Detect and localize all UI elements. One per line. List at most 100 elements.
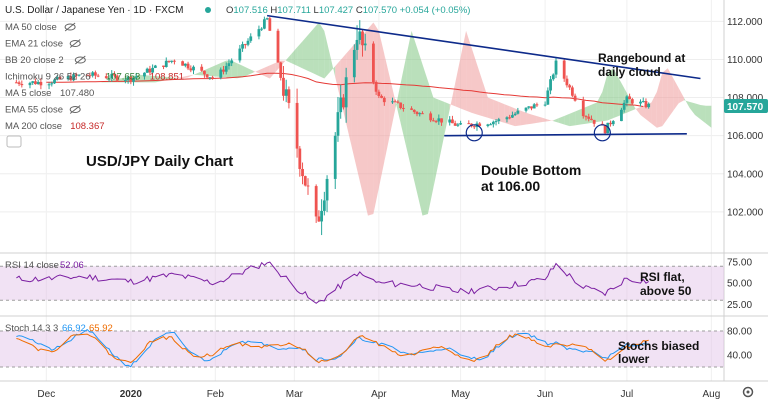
cloud-segment — [455, 57, 461, 109]
ichimoku-cloud — [100, 22, 712, 216]
candle-body — [568, 85, 572, 88]
cloud-segment — [313, 22, 319, 76]
candle-body — [66, 76, 70, 80]
candle-body — [527, 106, 531, 108]
cloud-segment — [406, 30, 412, 170]
candle-body — [227, 63, 231, 67]
rsi-label: RSI 14 close — [5, 260, 59, 271]
candle-body — [143, 72, 146, 77]
price-tick-label: 110.000 — [727, 55, 763, 66]
candle-body — [301, 168, 304, 177]
candle-body — [641, 101, 645, 103]
cloud-segment — [433, 97, 439, 188]
candle-body — [486, 124, 490, 127]
candle-body — [322, 200, 326, 211]
candle-body — [361, 31, 364, 46]
candle-body — [396, 101, 400, 103]
candle-body — [200, 66, 204, 71]
cloud-segment — [602, 72, 608, 122]
legend-item-label: MA 200 close — [5, 121, 62, 132]
candle-body — [320, 210, 324, 222]
candle-body — [189, 68, 193, 71]
cloud-segment — [248, 68, 254, 75]
stoch-label: Stoch 14 3 3 — [5, 323, 58, 334]
candle-body — [230, 60, 234, 64]
candle-body — [148, 68, 152, 73]
legend-item-value: 108.367 — [70, 121, 104, 132]
candle-body — [606, 122, 610, 134]
cloud-segment — [564, 113, 570, 127]
cloud-segment — [466, 30, 472, 113]
cloud-segment — [427, 80, 434, 215]
candle-body — [69, 76, 73, 81]
candle-body — [508, 117, 512, 119]
candle-body — [513, 113, 517, 116]
stoch-note-line1: Stochs biased — [618, 339, 699, 353]
candle-body — [431, 120, 435, 122]
time-tick-label: Feb — [207, 389, 225, 400]
price-tick-label: 106.000 — [727, 131, 764, 142]
candle-body — [104, 76, 108, 79]
candle-body — [28, 82, 32, 86]
candle-body — [440, 118, 443, 123]
legend-item-label: MA 50 close — [5, 22, 57, 33]
cloud-segment — [307, 28, 314, 74]
candle-body — [399, 102, 403, 108]
candle-body — [192, 66, 195, 71]
candle-body — [429, 113, 433, 121]
double-bottom-note-line1: Double Bottom — [481, 162, 581, 178]
cloud-segment — [318, 22, 325, 79]
candle-body — [622, 102, 626, 110]
cloud-segment — [493, 99, 499, 122]
candle-body — [377, 91, 381, 96]
legend-collapse-button[interactable] — [6, 135, 22, 148]
cloud-segment — [378, 30, 385, 188]
candle-body — [110, 73, 114, 79]
cloud-segment — [362, 28, 368, 216]
candle-body — [170, 60, 174, 62]
candle-body — [554, 60, 558, 75]
candle-body — [153, 65, 157, 68]
candle-body — [581, 100, 585, 117]
stoch-note-line2: lower — [618, 352, 650, 366]
candle-body — [96, 75, 100, 77]
candle-body — [644, 101, 648, 108]
candle-body — [491, 121, 495, 125]
trendlines — [266, 14, 701, 142]
candle-body — [549, 79, 552, 91]
candle-body — [279, 62, 283, 78]
candle-body — [14, 82, 18, 84]
candle-body — [489, 124, 493, 126]
candle-body — [336, 112, 340, 136]
ohlc-value: 107.516 — [233, 5, 270, 16]
candle-body — [562, 60, 566, 79]
cloud-segment — [438, 99, 445, 162]
candle-body — [72, 74, 75, 81]
time-tick-label: Dec — [37, 389, 55, 400]
support-trendline — [444, 132, 687, 137]
candle-body — [410, 108, 413, 110]
candle-body — [224, 66, 228, 72]
cloud-segment — [591, 102, 597, 123]
cloud-segment — [569, 111, 576, 127]
candle-body — [34, 81, 37, 85]
cloud-segment — [422, 64, 428, 216]
indicator-legend: MA 50 close EMA 21 close BB 20 close 2 Ichi… — [5, 22, 184, 148]
candle-body — [393, 101, 397, 103]
settings-gear-icon[interactable] — [742, 386, 754, 398]
candle-body — [497, 119, 501, 122]
cloud-segment — [607, 68, 614, 121]
candle-body — [380, 95, 383, 98]
time-tick-label: Mar — [286, 389, 304, 400]
cloud-segment — [526, 112, 532, 125]
cloud-segment — [269, 63, 276, 79]
candle-body — [91, 72, 95, 76]
cloud-segment — [635, 106, 641, 115]
cloud-segment — [695, 103, 701, 120]
cloud-segment — [487, 97, 494, 120]
stoch-k-line — [16, 328, 649, 368]
cloud-segment — [139, 74, 145, 83]
cloud-segment — [575, 109, 581, 126]
candle-body — [592, 119, 596, 124]
